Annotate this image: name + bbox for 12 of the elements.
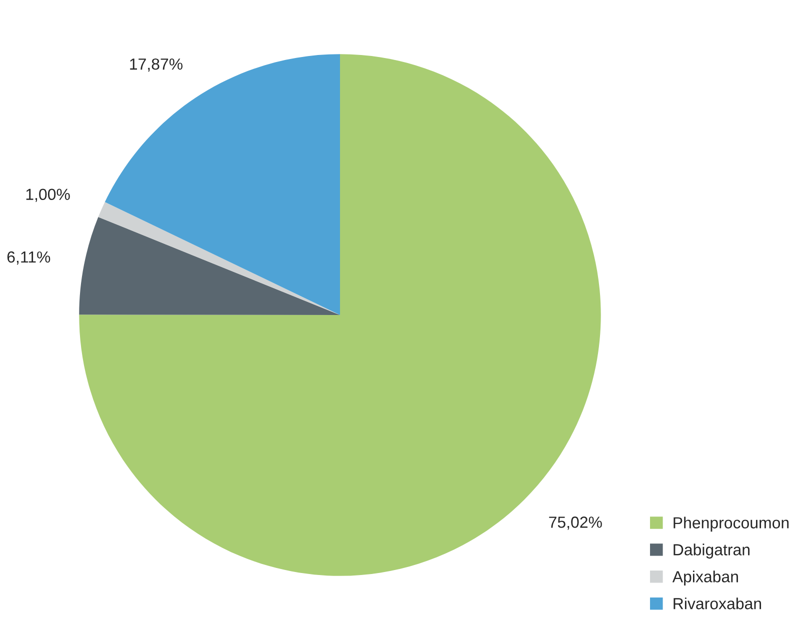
- pie-slice: [104, 54, 340, 315]
- legend-label: Dabigatran: [674, 544, 750, 559]
- data-label: 6,11%: [7, 251, 50, 265]
- data-label: 75,02%: [549, 516, 602, 530]
- pie-slice: [79, 54, 601, 576]
- legend-label: Phenprocoumon: [674, 516, 789, 532]
- legend-label: Rivaroxaban: [674, 598, 762, 610]
- data-label: 1,00%: [26, 188, 70, 202]
- pie-slice: [79, 216, 340, 315]
- legend-label: Apixaban: [672, 570, 738, 586]
- data-label: 17,87%: [130, 58, 182, 72]
- pie-slice: [98, 202, 340, 315]
